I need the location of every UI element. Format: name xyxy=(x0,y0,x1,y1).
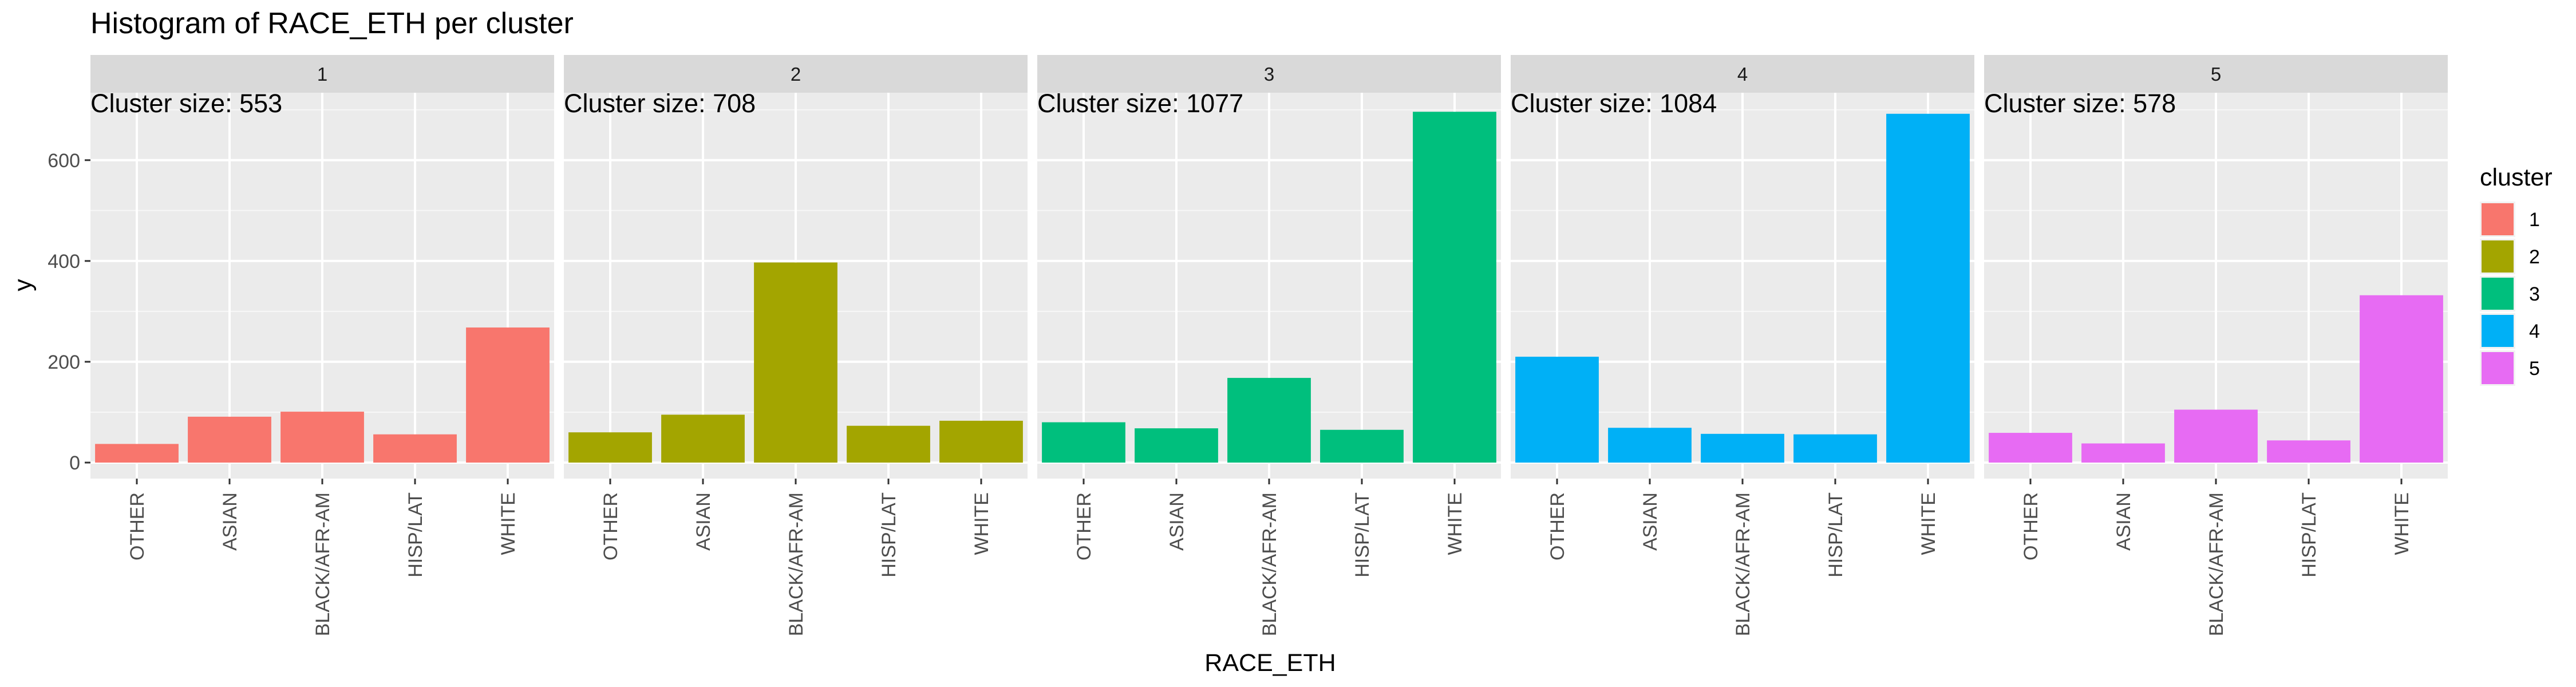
x-tick-label: OTHER xyxy=(1073,492,1095,560)
x-tick-label: ASIAN xyxy=(1639,492,1661,551)
bar-hisp-lat xyxy=(1320,429,1404,463)
bar-other xyxy=(1042,422,1125,463)
facet-strip xyxy=(1037,55,1501,93)
facet-panel-5: 5 Cluster size: 578 OTHER ASIAN BLACK/AFR-AM… xyxy=(1984,55,2448,636)
bar-hisp-lat xyxy=(373,434,457,463)
bar-asian xyxy=(661,414,745,463)
facet-strip xyxy=(90,55,554,93)
legend-label-3: 3 xyxy=(2529,283,2540,305)
facet-strip-label: 1 xyxy=(317,64,327,85)
bar-other xyxy=(95,444,179,463)
bar-asian xyxy=(2081,443,2165,463)
facet-strip-label: 2 xyxy=(791,64,801,85)
facet-panel-4: 4 Cluster size: 1084 OTHER ASIAN BLACK/AFR-A… xyxy=(1511,55,1974,636)
facet-strip-label: 3 xyxy=(1264,64,1274,85)
legend-key-1 xyxy=(2482,203,2514,235)
bar-hisp-lat xyxy=(2267,440,2350,463)
bar-asian xyxy=(1608,428,1692,463)
x-tick-label: HISP/LAT xyxy=(1825,492,1847,578)
facet-panel-2: 2 Cluster size: 708 OTHER ASIAN BLACK/AFR-AM… xyxy=(564,55,1028,636)
x-tick-label: ASIAN xyxy=(2113,492,2135,551)
y-axis-title: y xyxy=(9,279,37,291)
cluster-size-label: Cluster size: 1077 xyxy=(1037,89,1243,118)
legend-key-2 xyxy=(2482,240,2514,273)
x-tick-label: OTHER xyxy=(1547,492,1568,560)
bar-white xyxy=(466,327,550,463)
x-tick-label: BLACK/AFR-AM xyxy=(785,492,807,636)
bar-asian xyxy=(188,416,271,463)
x-tick-label: ASIAN xyxy=(1166,492,1188,551)
legend-key-4 xyxy=(2482,315,2514,347)
bar-black-afr-am xyxy=(1701,433,1784,463)
bar-black-afr-am xyxy=(2174,409,2258,463)
bar-other xyxy=(1515,357,1599,463)
facet-strip xyxy=(1984,55,2448,93)
x-tick-label: BLACK/AFR-AM xyxy=(312,492,334,636)
x-tick-label: WHITE xyxy=(1444,492,1466,555)
x-tick-label: WHITE xyxy=(497,492,519,555)
x-tick-label: OTHER xyxy=(600,492,622,560)
bar-asian xyxy=(1135,428,1218,463)
legend-label-5: 5 xyxy=(2529,358,2540,380)
facet-panels: 1 Cluster size: 553 OTHER ASIAN BLACK/AFR-AM… xyxy=(90,55,2448,636)
legend-label-4: 4 xyxy=(2529,321,2540,342)
bar-other xyxy=(568,432,652,463)
cluster-size-label: Cluster size: 1084 xyxy=(1511,89,1717,118)
cluster-size-label: Cluster size: 578 xyxy=(1984,89,2176,118)
x-tick-label: WHITE xyxy=(971,492,993,555)
chart-title: Histogram of RACE_ETH per cluster xyxy=(90,7,574,40)
x-tick-label: OTHER xyxy=(2020,492,2042,560)
legend-key-3 xyxy=(2482,278,2514,310)
x-tick-label: HISP/LAT xyxy=(2298,492,2320,578)
x-tick-label: ASIAN xyxy=(219,492,241,551)
x-tick-label: BLACK/AFR-AM xyxy=(1732,492,1754,636)
cluster-size-label: Cluster size: 708 xyxy=(564,89,756,118)
bar-hisp-lat xyxy=(1793,434,1877,463)
x-tick-label: BLACK/AFR-AM xyxy=(2206,492,2227,636)
legend: cluster 1 2 3 4 5 xyxy=(2480,164,2553,386)
facet-panel-1: 1 Cluster size: 553 OTHER ASIAN BLACK/AFR-AM… xyxy=(90,55,554,636)
bar-black-afr-am xyxy=(754,262,837,463)
x-axis-title: RACE_ETH xyxy=(1204,649,1336,677)
x-tick-label: HISP/LAT xyxy=(878,492,900,578)
y-tick-label: 0 xyxy=(69,452,80,474)
x-tick-label: ASIAN xyxy=(693,492,714,551)
facet-strip-label: 5 xyxy=(2211,64,2221,85)
bar-other xyxy=(1989,433,2072,463)
legend-label-1: 1 xyxy=(2529,209,2540,231)
bar-white xyxy=(2360,295,2443,463)
bar-black-afr-am xyxy=(1227,378,1311,463)
facet-panel-3: 3 Cluster size: 1077 OTHER ASIAN BLACK/AFR-A… xyxy=(1037,55,1501,636)
bar-hisp-lat xyxy=(847,425,930,463)
y-tick-label: 200 xyxy=(48,352,80,373)
cluster-size-label: Cluster size: 553 xyxy=(90,89,282,118)
x-tick-label: HISP/LAT xyxy=(405,492,426,578)
x-tick-label: OTHER xyxy=(127,492,148,560)
bar-white xyxy=(939,420,1023,463)
x-tick-label: BLACK/AFR-AM xyxy=(1259,492,1281,636)
legend-title: cluster xyxy=(2480,164,2553,191)
bar-black-afr-am xyxy=(280,412,364,463)
y-axis: 0 200 400 600 xyxy=(48,150,90,474)
bar-white xyxy=(1413,112,1496,463)
facet-strip xyxy=(1511,55,1974,93)
facet-strip-label: 4 xyxy=(1737,64,1748,85)
facet-strip xyxy=(564,55,1028,93)
x-tick-label: WHITE xyxy=(2391,492,2413,555)
x-tick-label: HISP/LAT xyxy=(1352,492,1373,578)
y-tick-label: 400 xyxy=(48,251,80,273)
y-tick-label: 600 xyxy=(48,150,80,172)
bar-white xyxy=(1886,113,1970,463)
x-tick-label: WHITE xyxy=(1918,492,1939,555)
legend-key-5 xyxy=(2482,352,2514,384)
legend-label-2: 2 xyxy=(2529,246,2540,268)
